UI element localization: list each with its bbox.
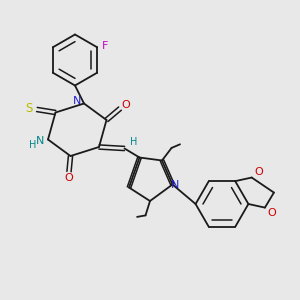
Text: O: O <box>64 173 74 183</box>
Text: H: H <box>130 137 138 147</box>
Text: N: N <box>36 136 45 146</box>
Text: N: N <box>171 179 179 190</box>
Text: O: O <box>267 208 276 218</box>
Text: F: F <box>101 41 108 51</box>
Text: H: H <box>29 140 37 150</box>
Text: S: S <box>25 101 32 115</box>
Text: O: O <box>122 100 130 110</box>
Text: O: O <box>254 167 263 177</box>
Text: N: N <box>73 95 82 106</box>
